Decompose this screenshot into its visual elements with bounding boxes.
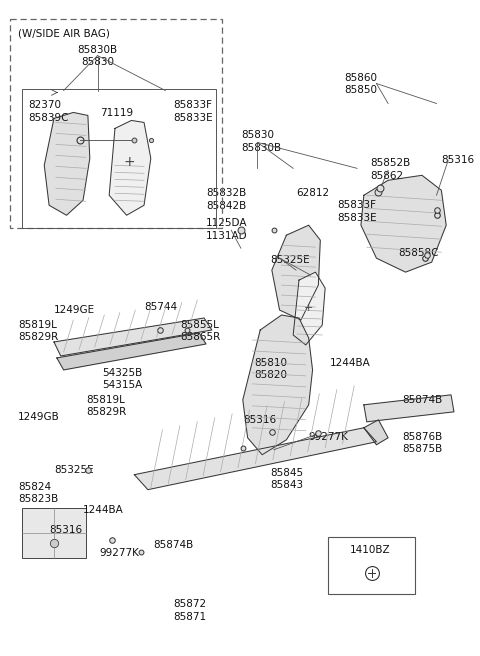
Polygon shape [54, 318, 212, 356]
Text: 85819L
85829R: 85819L 85829R [86, 395, 126, 417]
Text: 85845
85843: 85845 85843 [270, 468, 303, 490]
Bar [11, 18, 221, 228]
Text: 85860
85850: 85860 85850 [345, 73, 377, 95]
Text: 85316: 85316 [243, 415, 276, 425]
Text: 85874B: 85874B [403, 395, 443, 405]
Text: 99277K: 99277K [309, 432, 348, 441]
Text: 85872
85871: 85872 85871 [173, 600, 206, 622]
Text: 54325B
54315A: 54325B 54315A [102, 368, 143, 390]
Text: 85810
85820: 85810 85820 [254, 358, 288, 380]
Text: 85833F
85833E: 85833F 85833E [338, 200, 377, 222]
Text: 85876B
85875B: 85876B 85875B [403, 432, 443, 454]
Polygon shape [134, 428, 376, 489]
Text: 85855L
85865R: 85855L 85865R [180, 320, 220, 342]
Text: +: + [304, 303, 313, 313]
Text: 82370
85839C: 82370 85839C [28, 100, 68, 123]
Polygon shape [272, 225, 320, 320]
Text: 1249GB: 1249GB [18, 412, 60, 422]
Text: 62812: 62812 [296, 188, 329, 198]
Text: 1125DA
1131AD: 1125DA 1131AD [206, 218, 248, 241]
Text: 85874B: 85874B [154, 539, 194, 550]
Text: (W/SIDE AIR BAG): (W/SIDE AIR BAG) [18, 29, 110, 39]
Text: 85830
85830B: 85830 85830B [241, 131, 281, 153]
Polygon shape [293, 272, 325, 345]
Text: 71119: 71119 [100, 108, 133, 119]
Text: 85858C: 85858C [398, 248, 438, 258]
Text: 85852B
85862: 85852B 85862 [371, 158, 411, 181]
Polygon shape [57, 333, 206, 370]
Bar [22, 89, 216, 228]
Bar [328, 537, 415, 594]
Text: 1410BZ: 1410BZ [349, 544, 390, 554]
Text: 85316: 85316 [49, 525, 82, 535]
Text: +: + [124, 155, 135, 169]
Text: 85316: 85316 [441, 155, 474, 165]
Text: 1249GE: 1249GE [54, 305, 95, 315]
Text: 99277K: 99277K [99, 548, 139, 558]
Polygon shape [44, 112, 90, 215]
Text: 85744: 85744 [144, 302, 177, 312]
Text: 85824
85823B: 85824 85823B [18, 482, 59, 504]
Polygon shape [243, 315, 312, 455]
Text: 85819L
85829R: 85819L 85829R [18, 320, 59, 342]
Text: 85832B
85842B: 85832B 85842B [206, 188, 246, 211]
Text: 1244BA: 1244BA [330, 358, 371, 368]
Text: 85833F
85833E: 85833F 85833E [173, 100, 213, 123]
Text: 1244BA: 1244BA [83, 504, 124, 514]
Text: 85830B
85830: 85830B 85830 [77, 45, 118, 67]
Polygon shape [361, 175, 446, 272]
Text: 85325E: 85325E [270, 255, 310, 265]
Polygon shape [364, 420, 388, 445]
Bar [22, 508, 86, 558]
Polygon shape [109, 121, 151, 215]
Polygon shape [364, 395, 454, 422]
Text: 85325E: 85325E [54, 464, 94, 475]
